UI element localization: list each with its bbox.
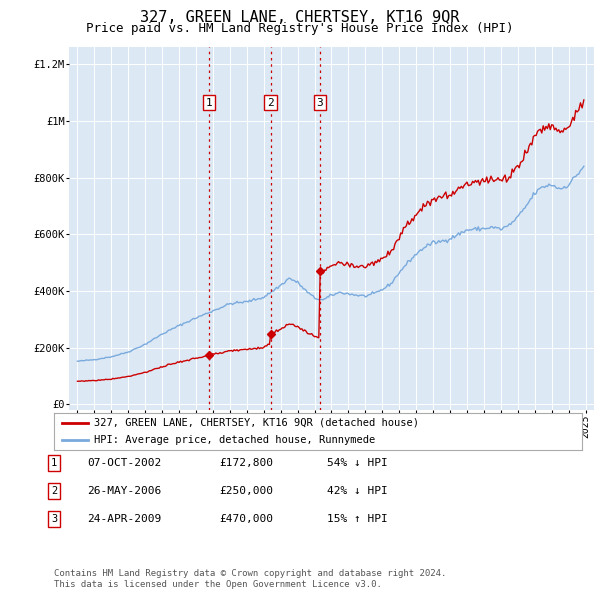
Text: 26-MAY-2006: 26-MAY-2006: [87, 486, 161, 496]
Text: 1: 1: [51, 458, 57, 468]
Text: 42% ↓ HPI: 42% ↓ HPI: [327, 486, 388, 496]
Text: 1: 1: [206, 97, 212, 107]
Text: Contains HM Land Registry data © Crown copyright and database right 2024.
This d: Contains HM Land Registry data © Crown c…: [54, 569, 446, 589]
Text: £172,800: £172,800: [219, 458, 273, 468]
Text: 24-APR-2009: 24-APR-2009: [87, 514, 161, 523]
Text: 54% ↓ HPI: 54% ↓ HPI: [327, 458, 388, 468]
Text: £470,000: £470,000: [219, 514, 273, 523]
Text: Price paid vs. HM Land Registry's House Price Index (HPI): Price paid vs. HM Land Registry's House …: [86, 22, 514, 35]
Text: 2: 2: [51, 486, 57, 496]
Text: 07-OCT-2002: 07-OCT-2002: [87, 458, 161, 468]
Text: 3: 3: [317, 97, 323, 107]
Text: 15% ↑ HPI: 15% ↑ HPI: [327, 514, 388, 523]
Text: 3: 3: [51, 514, 57, 523]
Text: 2: 2: [267, 97, 274, 107]
Text: 327, GREEN LANE, CHERTSEY, KT16 9QR: 327, GREEN LANE, CHERTSEY, KT16 9QR: [140, 10, 460, 25]
Text: 327, GREEN LANE, CHERTSEY, KT16 9QR (detached house): 327, GREEN LANE, CHERTSEY, KT16 9QR (det…: [94, 418, 419, 428]
Text: £250,000: £250,000: [219, 486, 273, 496]
Text: HPI: Average price, detached house, Runnymede: HPI: Average price, detached house, Runn…: [94, 435, 375, 445]
